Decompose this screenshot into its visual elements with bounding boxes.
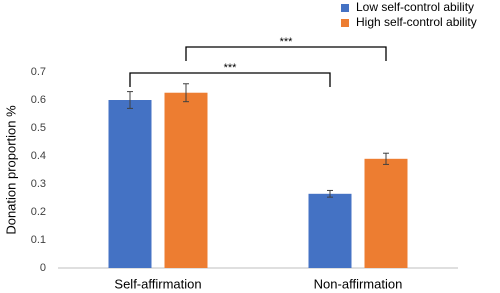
bar [308,193,352,268]
y-tick-label: 0 [40,262,46,274]
y-tick-label: 0.2 [31,206,46,218]
error-bar [327,189,333,198]
y-tick-label: 0.6 [31,94,46,106]
significance-bracket [129,72,331,87]
bar [164,92,208,268]
y-tick-label: 0.7 [31,66,46,78]
y-axis-label: Donation proportion % [3,105,18,235]
bar [108,100,152,268]
error-bar [383,152,389,165]
x-tick-label: Non-affirmation [314,276,403,291]
legend-swatch [341,4,349,12]
bar [364,158,408,268]
error-bar [127,91,133,109]
y-tick-label: 0.1 [31,234,46,246]
significance-label: *** [280,36,294,48]
x-tick-label: Self-affirmation [114,276,201,291]
y-tick-label: 0.4 [31,150,46,162]
significance-label: *** [224,62,238,74]
legend-label: Low self-control ability [356,0,474,14]
y-tick-label: 0.5 [31,122,46,134]
legend-label: High self-control ability [356,15,477,29]
error-bar [183,83,189,103]
y-tick-label: 0.3 [31,178,46,190]
legend-swatch [341,19,349,27]
significance-bracket [185,46,387,61]
